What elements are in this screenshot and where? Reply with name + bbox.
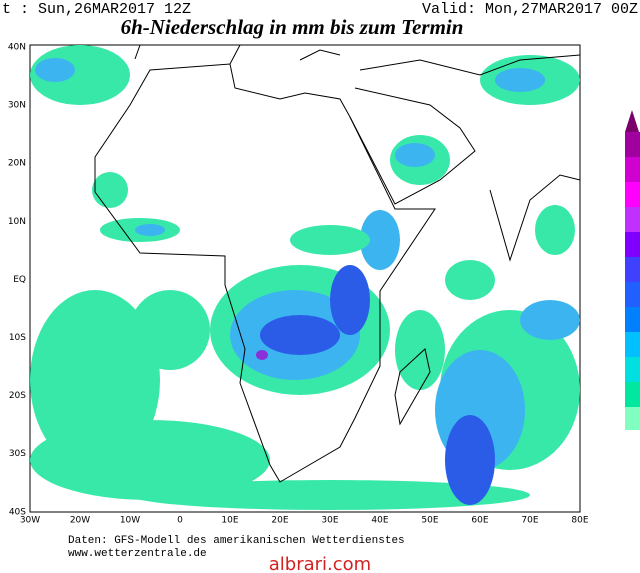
lon-label: 0 [177, 516, 183, 526]
lon-label: 20W [70, 516, 90, 526]
coastlines [94, 44, 581, 483]
lat-label: 40S [9, 507, 26, 517]
lat-label: EQ [13, 275, 26, 285]
colorbar [625, 110, 640, 430]
init-time: t : Sun,26MAR2017 12Z [2, 1, 191, 18]
lon-label: 20E [271, 516, 288, 526]
lat-label: 40N [8, 43, 26, 53]
lon-label: 30E [321, 516, 338, 526]
lon-label: 30W [20, 516, 40, 526]
lon-label: 10W [120, 516, 140, 526]
lat-label: 30S [9, 449, 26, 459]
lat-label: 20S [9, 391, 26, 401]
lon-label: 60E [471, 516, 488, 526]
precipitation [30, 45, 580, 510]
longitude-labels: 30W 20W 10W 0 10E 20E 30E 40E 50E 60E 70E 80E [20, 516, 589, 526]
source-note: Daten: GFS-Modell des amerikanischen Wet… [68, 535, 405, 547]
lat-label: 20N [8, 159, 26, 169]
lon-label: 40E [371, 516, 388, 526]
map-title: 6h-Niederschlag in mm bis zum Termin [121, 15, 464, 39]
lat-label: 30N [8, 101, 26, 111]
lon-label: 70E [521, 516, 538, 526]
lat-label: 10S [9, 333, 26, 343]
lat-label: 10N [8, 217, 26, 227]
map [29, 44, 581, 513]
watermark: albrari.com [269, 554, 371, 573]
source-url: www.wetterzentrale.de [68, 548, 207, 560]
valid-time: Valid: Mon,27MAR2017 00Z [422, 1, 638, 18]
lon-label: 50E [421, 516, 438, 526]
lon-label: 80E [571, 516, 588, 526]
latitude-labels: 40N 30N 20N 10N EQ 10S 20S 30S 40S [8, 43, 26, 518]
lon-label: 10E [221, 516, 238, 526]
